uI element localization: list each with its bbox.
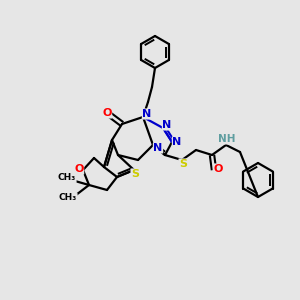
Text: O: O <box>74 164 84 174</box>
Text: O: O <box>213 164 223 174</box>
Text: S: S <box>179 159 187 169</box>
Text: CH₃: CH₃ <box>58 173 76 182</box>
Text: NH: NH <box>218 134 236 144</box>
Text: N: N <box>142 109 152 119</box>
Text: N: N <box>172 137 182 147</box>
Text: N: N <box>153 143 163 153</box>
Text: O: O <box>102 108 112 118</box>
Text: N: N <box>162 120 172 130</box>
Text: S: S <box>131 169 139 179</box>
Text: CH₃: CH₃ <box>59 194 77 202</box>
